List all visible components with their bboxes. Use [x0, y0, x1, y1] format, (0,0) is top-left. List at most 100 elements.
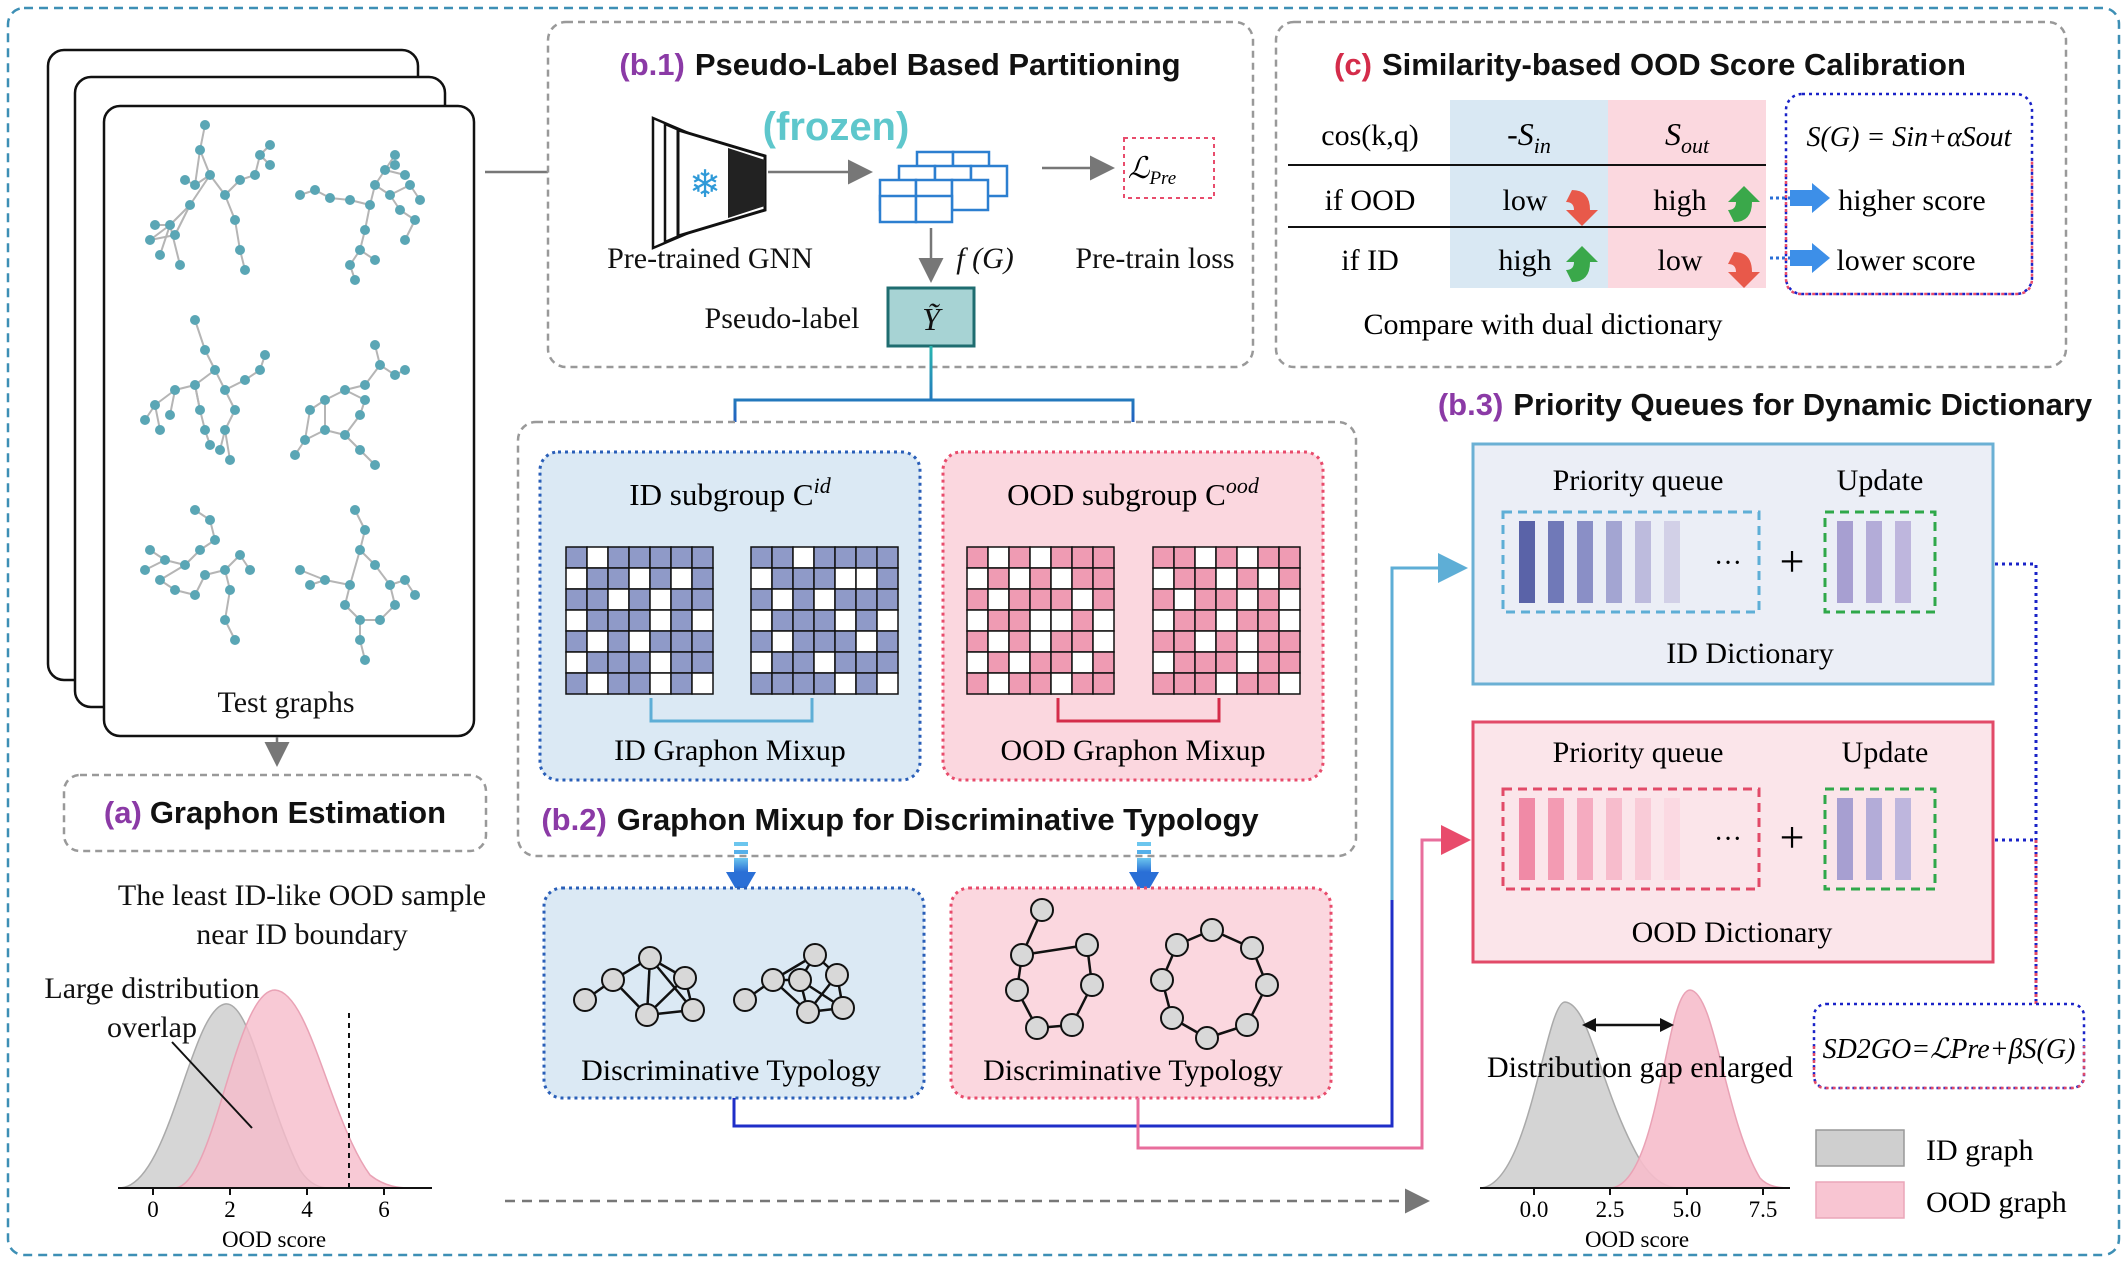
score-formula-box	[1784, 92, 2034, 296]
ood-update-label: Update	[1842, 736, 1929, 769]
b1-title: Pseudo-Label Based Partitioning	[695, 47, 1181, 82]
final-score-formula: SD2GO=ℒPre+βS(G)	[1823, 1034, 2076, 1065]
score-formula: S(G) = Sin+αSout	[1807, 122, 2013, 153]
id-queue-ellipsis: ···	[1714, 548, 1742, 579]
outer-frame	[6, 6, 2121, 1257]
id-subgroup-box	[538, 450, 922, 782]
right-tick-5: 5.0	[1673, 1197, 1702, 1222]
header-cos: cos(k,q)	[1321, 119, 1418, 152]
legend-ood-label: OOD graph	[1926, 1186, 2067, 1219]
b2-tag: (b.2)	[541, 802, 606, 837]
id-queue-label: Priority queue	[1553, 464, 1724, 497]
b3-heading: (b.3) Priority Queues for Dynamic Diction…	[1438, 387, 2093, 422]
ood-sout-value: high	[1653, 184, 1706, 217]
ood-typology-graph-1	[1005, 898, 1104, 1040]
overlap-note-1: Large distribution	[44, 972, 259, 1005]
id-queue-bars	[1519, 521, 1680, 603]
pseudo-label-symbol: Ỹ	[922, 301, 943, 337]
graph-feature-blocks	[878, 150, 1009, 224]
test-graph-drawings	[140, 120, 425, 665]
test-graph-1	[295, 150, 425, 285]
b3-title: Priority Queues for Dynamic Dictionary	[1513, 387, 2093, 422]
b1-tag: (b.1)	[619, 47, 684, 82]
score-arrows	[1770, 183, 1830, 273]
left-tick-4: 4	[301, 1197, 313, 1222]
right-tick-0: 0.0	[1520, 1197, 1549, 1222]
dual-dictionary-caption: Compare with dual dictionary	[1363, 308, 1722, 341]
id-typology-box	[542, 886, 926, 1100]
dictionary-to-score-connector	[1995, 562, 2038, 1004]
id-priority-queue	[1501, 510, 1761, 614]
up-arrow-icon	[1566, 246, 1598, 282]
ood-graphon-grid-1	[966, 546, 1115, 695]
id-typology-graph-2	[733, 943, 855, 1024]
gap-label: Distribution gap enlarged	[1487, 1051, 1793, 1084]
initial-score-distribution: 0 2 4 6 OOD score	[118, 989, 432, 1252]
id-typology-label: Discriminative Typology	[581, 1054, 881, 1087]
graphon-estimation-title: (a) Graphon Estimation	[104, 795, 446, 830]
ood-queue-ellipsis: ···	[1714, 824, 1742, 855]
ood-subgroup-title: OOD subgroup Cood	[1007, 473, 1260, 512]
lower-score: lower score	[1836, 244, 1975, 277]
legend-id-label: ID graph	[1926, 1134, 2033, 1167]
header-s-in: -Sin	[1507, 116, 1551, 158]
id-graphon-grid-1	[565, 546, 714, 695]
id-graphon-grid-2	[750, 546, 899, 695]
calibrated-score-distribution: 0.0 2.5 5.0 7.5 OOD score	[1479, 989, 1791, 1252]
pretrain-loss-label: Pre-train loss	[1075, 242, 1234, 275]
higher-score: higher score	[1838, 184, 1985, 217]
legend-id-swatch	[1815, 1129, 1905, 1167]
queue-bars	[1519, 521, 1911, 880]
least-id-like-note-2: near ID boundary	[196, 918, 408, 951]
id-subgroup-title: ID subgroup Cid	[629, 473, 831, 512]
frozen-gnn-encoder: ❄	[651, 116, 767, 250]
ood-plus: +	[1780, 813, 1805, 862]
header-s-out: Sout	[1665, 116, 1710, 158]
ood-queue-label: Priority queue	[1553, 736, 1724, 769]
ood-density-left	[174, 989, 411, 1189]
test-graph-4	[140, 505, 255, 645]
id-sin-value: high	[1498, 244, 1551, 277]
left-tick-2: 2	[224, 1197, 236, 1222]
b2-title: Graphon Mixup for Discriminative Typolog…	[617, 802, 1260, 837]
down-arrow-icon	[1728, 252, 1760, 288]
left-tick-0: 0	[147, 1197, 159, 1222]
id-plus: +	[1780, 537, 1805, 586]
ood-subgroup-box	[941, 450, 1325, 782]
id-sout-value: low	[1658, 244, 1703, 277]
pseudo-label-caption: Pseudo-label	[705, 302, 860, 335]
typology-graphs	[573, 898, 1279, 1050]
row-if-ood: if OOD	[1325, 184, 1416, 217]
panel-a-tag: (a)	[104, 795, 142, 830]
right-tick-2-5: 2.5	[1596, 1197, 1625, 1222]
ood-dictionary-label: OOD Dictionary	[1632, 916, 1833, 949]
ood-density-right	[1609, 989, 1791, 1189]
feature-label: f (G)	[956, 242, 1013, 275]
c-title: Similarity-based OOD Score Calibration	[1382, 47, 1966, 82]
c-tag: (c)	[1334, 47, 1372, 82]
pretrain-loss-box	[1123, 137, 1215, 199]
id-mixup-bracket	[649, 698, 814, 723]
c-heading: (c) Similarity-based OOD Score Calibratio…	[1334, 47, 1966, 82]
ood-typology-to-dictionary	[1136, 825, 1471, 1150]
calibration-table: cos(k,q) -Sin Sout if OOD if ID low high…	[1288, 100, 1766, 288]
legend-ood-swatch	[1815, 1181, 1905, 1219]
b2-heading: (b.2) Graphon Mixup for Discriminative Ty…	[541, 802, 1259, 837]
graphon-estimation-box	[62, 773, 488, 853]
b1-heading: (b.1) Pseudo-Label Based Partitioning	[619, 47, 1180, 82]
ood-priority-queue	[1501, 787, 1761, 891]
snowflake-icon: ❄	[689, 164, 721, 206]
id-typology-graph-1	[573, 946, 705, 1027]
ood-typology-graph-2	[1150, 918, 1279, 1050]
right-tick-7-5: 7.5	[1749, 1197, 1778, 1222]
graphon-grids	[565, 546, 1301, 695]
ood-sin-value: low	[1503, 184, 1548, 217]
test-graph-0	[145, 120, 275, 275]
pretrain-loss-symbol: ℒPre	[1128, 152, 1176, 189]
left-tick-6: 6	[378, 1197, 390, 1222]
up-arrow-icon	[1728, 186, 1760, 222]
test-graph-3	[290, 340, 410, 470]
b3-tag: (b.3)	[1438, 387, 1503, 422]
right-axis-label: OOD score	[1585, 1227, 1689, 1252]
